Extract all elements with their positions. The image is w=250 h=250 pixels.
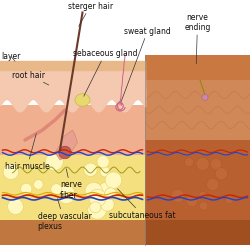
Circle shape — [215, 168, 228, 180]
Text: root hair: root hair — [12, 70, 49, 85]
Circle shape — [199, 191, 207, 199]
Text: nerve
ending: nerve ending — [184, 13, 211, 64]
Circle shape — [184, 158, 194, 166]
Circle shape — [85, 182, 102, 200]
Circle shape — [186, 196, 197, 206]
Circle shape — [196, 158, 209, 170]
Circle shape — [89, 189, 106, 206]
Circle shape — [20, 183, 32, 194]
Polygon shape — [55, 130, 78, 160]
Text: sweat gland: sweat gland — [121, 27, 171, 101]
Circle shape — [210, 158, 222, 170]
Circle shape — [206, 178, 219, 190]
Circle shape — [225, 196, 233, 204]
Circle shape — [105, 172, 122, 188]
Circle shape — [34, 180, 43, 189]
Circle shape — [88, 200, 106, 219]
Text: deep vascular
plexus: deep vascular plexus — [38, 199, 92, 231]
Circle shape — [59, 146, 71, 159]
Circle shape — [45, 153, 63, 170]
Circle shape — [90, 202, 101, 213]
Circle shape — [200, 202, 208, 210]
Circle shape — [98, 182, 116, 200]
Text: sebaceous gland: sebaceous gland — [73, 49, 137, 96]
Text: subcutaneous fat: subcutaneous fat — [109, 189, 176, 220]
Circle shape — [84, 163, 97, 176]
Text: hair muscle: hair muscle — [5, 134, 50, 171]
FancyBboxPatch shape — [145, 55, 250, 80]
FancyBboxPatch shape — [145, 80, 250, 140]
Ellipse shape — [75, 94, 90, 106]
Text: nerve
fiber: nerve fiber — [60, 169, 82, 200]
Circle shape — [51, 184, 62, 194]
FancyBboxPatch shape — [145, 140, 250, 220]
Circle shape — [202, 94, 208, 100]
FancyBboxPatch shape — [145, 220, 250, 245]
FancyBboxPatch shape — [0, 105, 145, 155]
Circle shape — [57, 186, 76, 204]
Circle shape — [3, 164, 19, 180]
Circle shape — [8, 198, 24, 214]
FancyBboxPatch shape — [0, 220, 145, 245]
FancyBboxPatch shape — [0, 155, 145, 220]
Circle shape — [97, 156, 109, 168]
Text: sterger hair: sterger hair — [68, 2, 112, 26]
Circle shape — [171, 189, 184, 202]
Circle shape — [105, 188, 117, 200]
Circle shape — [100, 167, 110, 177]
Circle shape — [100, 198, 114, 211]
Text: layer: layer — [1, 52, 20, 61]
